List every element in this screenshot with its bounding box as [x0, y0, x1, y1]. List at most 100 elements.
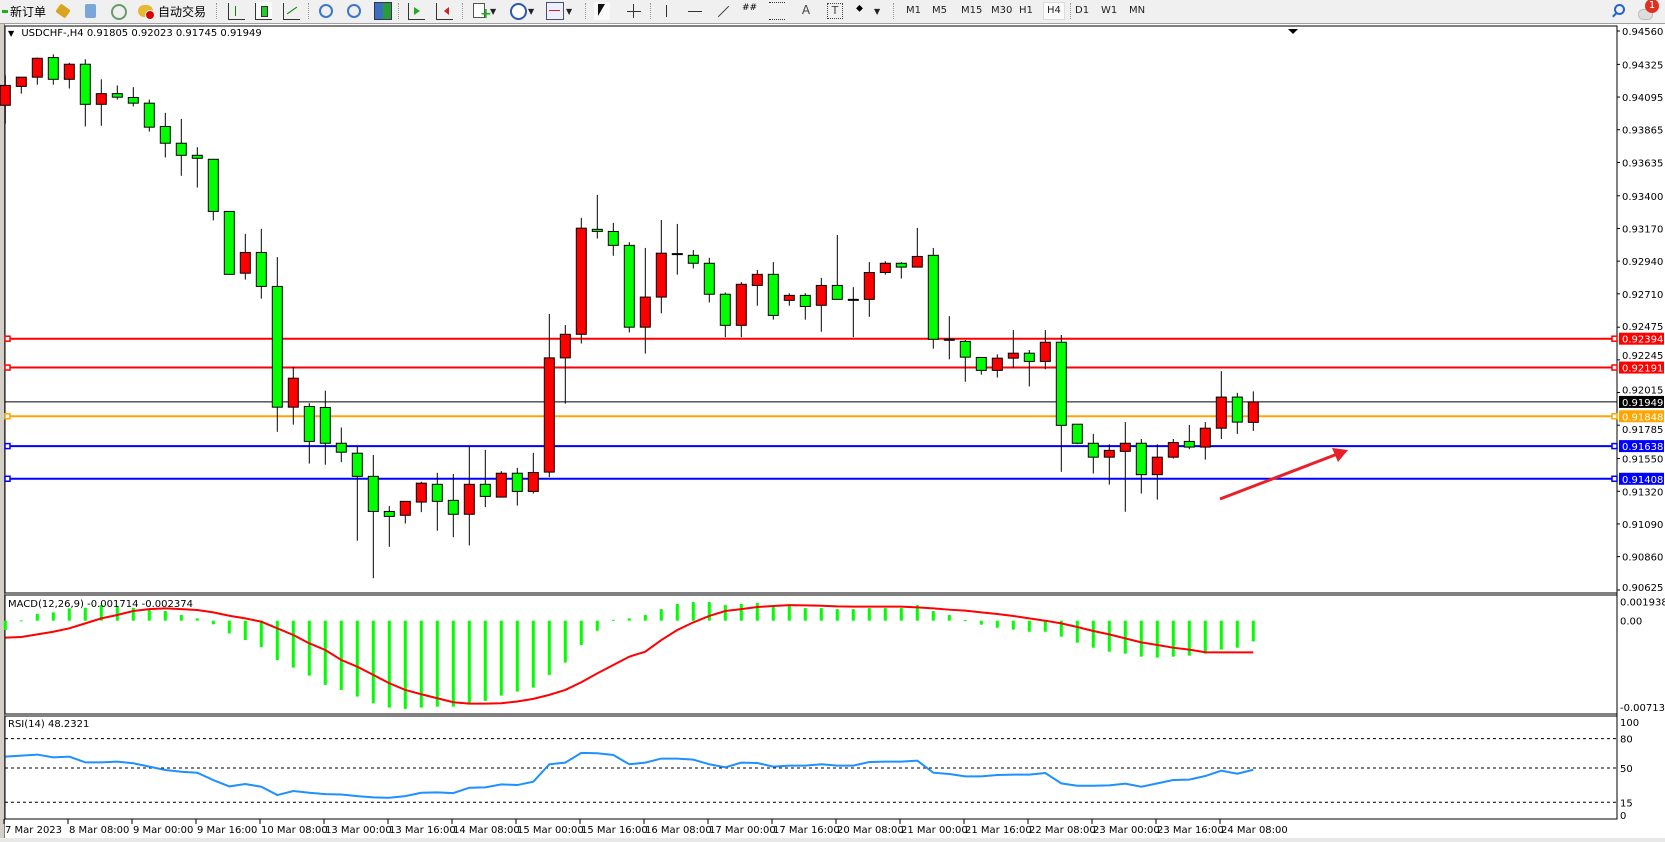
price-tag-label: 0.91638: [1622, 442, 1663, 453]
line-handle[interactable]: [4, 442, 11, 450]
horizontal-line-icon: [687, 3, 703, 19]
macd-histogram-bar: [227, 620, 231, 634]
chart-menu-triangle-icon[interactable]: ▼: [8, 29, 15, 38]
candle-body: [1231, 396, 1243, 423]
price-tag: [1619, 472, 1664, 485]
cursor-button[interactable]: [594, 2, 610, 20]
timeframe-w1[interactable]: W1: [1101, 5, 1118, 16]
price-tick-label: 0.90625: [1622, 583, 1663, 594]
chevron-down-icon[interactable]: ▼: [490, 6, 497, 16]
timeframe-m30[interactable]: M30: [991, 5, 1013, 16]
candle: [159, 112, 171, 158]
candle-body: [15, 76, 27, 87]
candle-body: [783, 294, 795, 301]
macd-histogram-bar: [1059, 620, 1063, 637]
new-chart-button[interactable]: + ▼: [472, 2, 497, 21]
chevron-down-icon[interactable]: ▼: [566, 6, 573, 16]
new-order-button[interactable]: 新订单: [2, 2, 46, 20]
vertical-line-button[interactable]: [659, 2, 675, 20]
crosshair-button[interactable]: [626, 2, 642, 20]
chevron-down-icon[interactable]: ▼: [874, 6, 881, 16]
timeframe-h4[interactable]: H4: [1043, 2, 1065, 20]
candle: [335, 427, 347, 463]
line-handle[interactable]: [1611, 364, 1618, 371]
text-button[interactable]: A: [798, 2, 814, 20]
macd-histogram-bar: [403, 620, 407, 709]
price-tick-label: 0.92940: [1622, 257, 1663, 268]
candle-body: [655, 252, 667, 298]
fibonacci-channel-button[interactable]: ##: [742, 2, 758, 20]
panel-frames: [4, 25, 1618, 820]
line-handle[interactable]: [1611, 442, 1618, 450]
templates-button[interactable]: ▼: [546, 2, 572, 20]
signal-icon: [110, 3, 127, 20]
timeframe-mn[interactable]: MN: [1129, 5, 1146, 16]
line-handle[interactable]: [1611, 475, 1618, 483]
periodicity-button[interactable]: ▼: [510, 2, 534, 20]
macd-histogram-bar: [259, 620, 263, 647]
line-handle[interactable]: [4, 413, 11, 420]
auto-trading-button[interactable]: 自动交易: [138, 2, 206, 20]
market-watch-button[interactable]: [83, 2, 99, 20]
chart-shift-button[interactable]: [436, 2, 453, 20]
candle: [367, 455, 379, 579]
line-handle[interactable]: [1611, 335, 1618, 342]
horizontal-line-button[interactable]: [687, 2, 703, 20]
candle-body: [703, 262, 715, 295]
candle-body: [1071, 423, 1083, 444]
candle-body: [815, 284, 827, 306]
candle: [271, 257, 283, 432]
candle-body: [335, 442, 347, 453]
candle: [31, 57, 43, 85]
candle-body: [143, 102, 155, 128]
candle: [575, 217, 587, 344]
line-handle[interactable]: [4, 364, 11, 371]
chat-button[interactable]: 1: [1638, 0, 1659, 20]
candle-body: [95, 93, 107, 105]
candle: [767, 262, 779, 320]
timeframe-m15[interactable]: M15: [961, 5, 983, 16]
line-handle[interactable]: [1611, 413, 1618, 420]
candle: [911, 227, 923, 268]
candle-body: [975, 356, 987, 371]
timeframe-d1[interactable]: D1: [1075, 5, 1090, 16]
candle-body: [63, 63, 75, 80]
fibonacci-button[interactable]: [769, 2, 785, 20]
candle: [623, 242, 635, 333]
macd-signal-line: [5, 604, 1254, 705]
candle-body: [31, 57, 43, 78]
bar-chart-button[interactable]: [228, 2, 245, 20]
search-button[interactable]: [1610, 2, 1626, 20]
arrows-button[interactable]: ⬥ ▼: [856, 2, 880, 20]
tile-windows-button[interactable]: [374, 2, 392, 20]
zoom-in-button[interactable]: [318, 2, 334, 20]
timeframe-m5[interactable]: M5: [932, 5, 947, 16]
timeframe-m1[interactable]: M1: [906, 5, 921, 16]
text-label-button[interactable]: T: [827, 2, 843, 20]
macd-histogram-bar: [867, 608, 871, 621]
line-chart-button[interactable]: [283, 2, 300, 20]
macd-histogram-bar: [1171, 620, 1175, 657]
price-tag: [1619, 361, 1664, 374]
zoom-out-button[interactable]: [346, 2, 362, 20]
line-handle[interactable]: [4, 335, 11, 342]
macd-histogram-bar: [67, 608, 71, 621]
signals-button[interactable]: [110, 2, 127, 20]
auto-scroll-button[interactable]: [408, 2, 425, 20]
macd-histogram-bar: [1043, 620, 1047, 632]
time-tick-label: 13 Mar 16:00: [389, 825, 456, 836]
timeframe-h1[interactable]: H1: [1019, 5, 1033, 16]
macd-histogram-bar: [947, 615, 951, 621]
candle-body: [543, 357, 555, 473]
candlestick-button[interactable]: [255, 2, 272, 20]
chart-shift-marker-icon[interactable]: [1288, 29, 1298, 34]
candle-body: [671, 253, 683, 256]
candle: [399, 500, 411, 524]
macd-histogram-bar: [723, 605, 727, 621]
chevron-down-icon[interactable]: ▼: [528, 6, 535, 16]
macd-histogram-bar: [531, 620, 535, 688]
candle-body: [111, 93, 123, 98]
candle: [127, 87, 139, 107]
line-handle[interactable]: [4, 475, 11, 483]
